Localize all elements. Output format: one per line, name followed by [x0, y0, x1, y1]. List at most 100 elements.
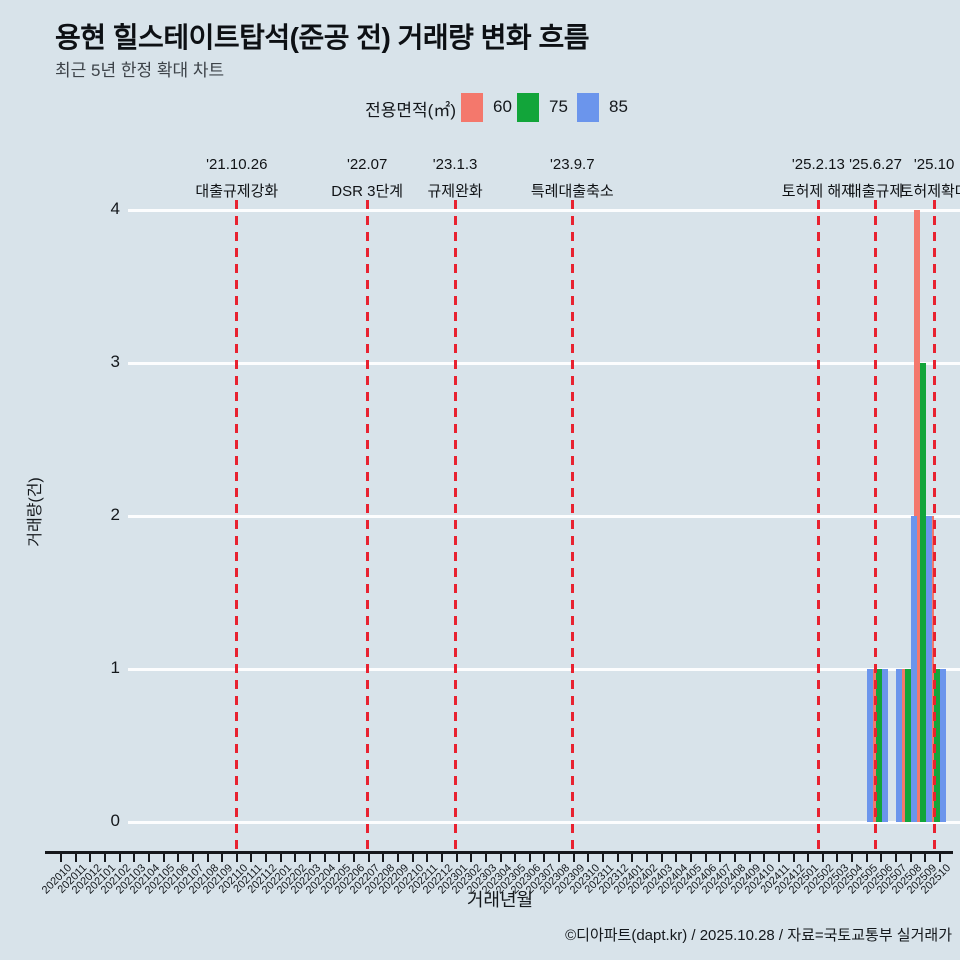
x-tick-202011 — [74, 854, 77, 862]
x-tick-202112 — [265, 854, 268, 862]
gridline-y3 — [128, 362, 960, 365]
y-tick-label-0: 0 — [110, 811, 120, 830]
event-label-5: 토허제 해제 — [781, 183, 855, 200]
x-tick-202411 — [777, 854, 780, 862]
x-tick-202509 — [924, 854, 927, 862]
x-tick-202502 — [821, 854, 824, 862]
y-tick-label-4: 4 — [110, 199, 120, 218]
event-line-2 — [365, 200, 369, 853]
bar-202509-85 — [940, 669, 947, 822]
x-tick-202101 — [103, 854, 106, 862]
x-tick-202308 — [558, 854, 561, 862]
x-tick-202304 — [499, 854, 502, 862]
x-tick-202409 — [748, 854, 751, 862]
x-tick-202102 — [118, 854, 121, 862]
legend-name-85: 85 — [609, 97, 628, 116]
x-axis-line — [45, 851, 953, 854]
legend-name-75: 75 — [549, 97, 568, 116]
event-line-4 — [570, 200, 574, 853]
x-tick-202404 — [675, 854, 678, 862]
y-axis-label: 거래량(건) — [27, 477, 44, 547]
x-tick-202406 — [704, 854, 707, 862]
event-date-7: '25.10 — [913, 156, 955, 173]
y-tick-label-2: 2 — [110, 505, 120, 524]
x-tick-202103 — [133, 854, 136, 862]
footer-credit: ©디아파트(dapt.kr) / 2025.10.28 / 자료=국토교통부 실… — [565, 927, 952, 944]
x-tick-202507 — [895, 854, 898, 862]
event-date-3: '23.1.3 — [432, 156, 478, 173]
event-date-2: '22.07 — [346, 156, 388, 173]
event-label-6: 대출규제 — [847, 183, 904, 200]
x-tick-202506 — [880, 854, 883, 862]
x-tick-202505 — [865, 854, 868, 862]
x-tick-202109 — [221, 854, 224, 862]
x-tick-202012 — [89, 854, 92, 862]
bar-202504-85 — [867, 669, 874, 822]
event-line-7 — [932, 200, 936, 853]
event-date-1: '21.10.26 — [206, 156, 268, 173]
event-label-1: 대출규제강화 — [195, 183, 279, 200]
x-tick-202310 — [587, 854, 590, 862]
event-date-4: '23.9.7 — [549, 156, 595, 173]
x-tick-202301 — [455, 854, 458, 862]
event-line-5 — [816, 200, 820, 853]
x-tick-202206 — [353, 854, 355, 862]
x-tick-202205 — [338, 854, 341, 862]
legend-swatch-75 — [517, 93, 539, 122]
x-tick-202403 — [660, 854, 663, 862]
bar-202508-75 — [919, 363, 926, 822]
x-tick-202307 — [543, 854, 546, 862]
event-line-6 — [874, 200, 878, 853]
legend-swatch-85 — [577, 93, 599, 122]
bar-202507-85 — [911, 516, 918, 822]
legend-item-85: 85 — [577, 92, 633, 122]
legend-swatch-60 — [461, 93, 483, 122]
x-tick-202110 — [235, 854, 238, 862]
x-tick-202407 — [719, 854, 722, 862]
bar-202509-75 — [934, 669, 941, 822]
event-label-4: 특례대출축소 — [530, 183, 614, 200]
x-tick-202311 — [602, 854, 605, 862]
x-tick-202405 — [689, 854, 692, 862]
bar-202507-75 — [905, 669, 912, 822]
x-tick-202303 — [484, 854, 487, 862]
bar-202508-85 — [925, 516, 932, 822]
gridline-y2 — [128, 515, 960, 518]
legend-item-60: 60 — [461, 92, 517, 122]
x-tick-202401 — [631, 854, 634, 862]
x-tick-202211 — [426, 854, 429, 862]
x-tick-202202 — [294, 854, 297, 862]
bar-202506-85 — [896, 669, 903, 822]
x-tick-202410 — [763, 854, 766, 862]
x-tick-202108 — [206, 854, 209, 862]
y-tick-label-3: 3 — [110, 352, 120, 371]
x-tick-202106 — [177, 854, 180, 862]
event-label-2: DSR 3단계 — [331, 183, 404, 200]
x-tick-202210 — [411, 854, 414, 862]
x-axis-label: 거래년월 — [466, 890, 534, 910]
legend-name-60: 60 — [493, 97, 512, 116]
legend-title: 전용면적(㎡) — [365, 101, 456, 120]
x-tick-202302 — [470, 854, 473, 862]
x-tick-202105 — [162, 854, 165, 862]
x-tick-202111 — [250, 854, 253, 862]
x-tick-202204 — [323, 854, 326, 862]
x-tick-202408 — [733, 854, 736, 862]
event-line-1 — [235, 200, 239, 853]
x-tick-202510 — [939, 854, 941, 862]
x-tick-202104 — [147, 854, 150, 862]
event-line-3 — [453, 200, 457, 853]
x-tick-202402 — [646, 854, 648, 862]
x-tick-202201 — [279, 854, 282, 862]
chart-subtitle: 최근 5년 한정 확대 차트 — [55, 61, 225, 80]
y-tick-label-1: 1 — [110, 658, 120, 677]
x-tick-202503 — [836, 854, 839, 862]
x-tick-202305 — [514, 854, 517, 862]
x-tick-202203 — [309, 854, 312, 862]
x-tick-202306 — [528, 854, 531, 862]
x-tick-202209 — [396, 854, 399, 862]
event-label-3: 규제완화 — [427, 183, 483, 200]
x-tick-202501 — [807, 854, 810, 862]
event-date-5: '25.2.13 — [791, 156, 845, 173]
